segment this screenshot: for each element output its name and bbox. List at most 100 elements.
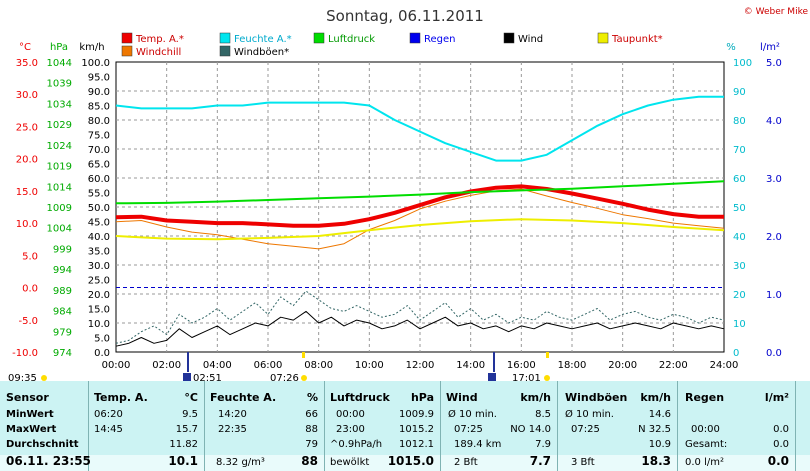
hpa-tick-label: 1014 xyxy=(47,182,72,193)
kmh-tick-label: 30.0 xyxy=(88,261,110,272)
rain-max-value: 0.0 xyxy=(773,424,789,435)
gust-max-time: 07:25 xyxy=(571,424,600,435)
humidity-header: Feuchte A. xyxy=(210,391,277,404)
windb-en-series xyxy=(115,290,725,344)
pressure-current-value: 1015.0 xyxy=(387,454,434,468)
wind-beaufort: 2 Bft xyxy=(454,457,478,468)
temp-a-series xyxy=(115,184,724,228)
pct-tick-label: 40 xyxy=(733,232,746,243)
temp-tick-label: 10.0 xyxy=(16,219,38,230)
rain-header-unit: l/m² xyxy=(764,391,789,404)
wind-avg-value: 7.9 xyxy=(535,439,551,450)
rain-axis-unit: l/m² xyxy=(760,42,780,53)
wind-column: Wind km/h Ø 10 min. 8.5 07:25 NO 14.0 18… xyxy=(440,381,558,471)
rain-tick-label: 0.0 xyxy=(766,348,782,359)
axis-ticks: 35.0 30.0 25.0 20.0 15.0 10.0 5.0 0.0 -5.0 -10.0 1… xyxy=(12,58,782,371)
humidity-max-time: 22:35 xyxy=(218,424,247,435)
pressure-avg-value: 1012.1 xyxy=(399,439,434,450)
x-tick-label: 10:00 xyxy=(355,360,384,371)
gust-max-value: N 32.5 xyxy=(638,424,671,435)
temp-min-value: 9.5 xyxy=(182,409,198,420)
time-marks: 09:35 02:51 07:26 17:01 xyxy=(8,352,550,381)
mark-time-label: 07:26 xyxy=(270,373,299,381)
humidity-min-value: 66 xyxy=(305,409,318,420)
temp-column: Temp. A. °C 06:20 9.5 14:45 15.7 11.82 1… xyxy=(88,381,205,471)
rain-tick-label: 3.0 xyxy=(766,174,782,185)
pressure-trend: ^0.9hPa/h xyxy=(330,439,383,450)
hpa-tick-label: 1044 xyxy=(47,58,72,69)
wind-header-unit: km/h xyxy=(520,391,551,404)
hpa-tick-label: 1034 xyxy=(47,99,72,110)
sunrise-icon xyxy=(183,373,191,381)
kmh-tick-label: 55.0 xyxy=(88,189,110,200)
legend-swatch xyxy=(409,32,421,44)
gust-beaufort: 3 Bft xyxy=(571,457,595,468)
humidity-absolute: 8.32 g/m³ xyxy=(216,457,265,468)
rain-today: 0.0 l/m² xyxy=(685,457,724,468)
pressure-max-value: 1015.2 xyxy=(399,424,434,435)
pct-tick-label: 20 xyxy=(733,290,746,301)
hpa-tick-label: 999 xyxy=(53,244,72,255)
wind-header: Wind xyxy=(446,391,478,404)
wind-series xyxy=(115,310,725,347)
kmh-tick-label: 35.0 xyxy=(88,247,110,258)
gust-avg-value: 10.9 xyxy=(648,439,671,450)
temp-tick-label: 0.0 xyxy=(22,284,38,295)
kmh-tick-label: 10.0 xyxy=(88,319,110,330)
kmh-tick-label: 5.0 xyxy=(94,334,110,345)
wind-max-value: NO 14.0 xyxy=(510,424,551,435)
pct-axis-unit: % xyxy=(726,42,736,53)
rain-tick-label: 2.0 xyxy=(766,232,782,243)
hpa-tick-label: 974 xyxy=(53,348,72,359)
kmh-tick-label: 40.0 xyxy=(88,232,110,243)
rain-tick-label: 5.0 xyxy=(766,58,782,69)
weather-chart: Sonntag, 06.11.2011 © Weber Mike Temp. A… xyxy=(8,7,808,381)
hpa-tick-label: 989 xyxy=(53,286,72,297)
gust-current-value: 18.3 xyxy=(641,454,671,468)
x-tick-label: 12:00 xyxy=(406,360,435,371)
kmh-tick-label: 45.0 xyxy=(88,218,110,229)
rain-column: Regen l/m² 00:00 0.0 Gesamt: 0.0 0.0 l/m… xyxy=(677,381,796,471)
humidity-column: Feuchte A. % 14:20 66 22:35 88 79 8.32 g… xyxy=(204,381,325,471)
row-label-max: MaxWert xyxy=(6,424,57,435)
hpa-tick-label: 1039 xyxy=(47,79,72,90)
windchill-series xyxy=(115,188,725,250)
plot-grid xyxy=(116,62,724,352)
temp-tick-label: 15.0 xyxy=(16,187,38,198)
kmh-tick-label: 0.0 xyxy=(94,348,110,359)
temp-max-time: 14:45 xyxy=(94,424,123,435)
gust-column: Windböen km/h Ø 10 min. 14.6 07:25 N 32.… xyxy=(557,381,678,471)
temp-tick-label: 25.0 xyxy=(16,122,38,133)
pct-tick-label: 70 xyxy=(733,145,746,156)
hpa-tick-label: 1029 xyxy=(47,120,72,131)
temp-avg-value: 11.82 xyxy=(169,439,198,450)
pressure-min-value: 1009.9 xyxy=(399,409,434,420)
humidity-min-time: 14:20 xyxy=(218,409,247,420)
sensor-header: Sensor xyxy=(6,391,49,404)
sunset-marker xyxy=(546,352,549,358)
kmh-tick-label: 70.0 xyxy=(88,145,110,156)
kmh-axis-unit: km/h xyxy=(79,42,104,53)
legend-swatch xyxy=(219,32,231,44)
sun-icon xyxy=(41,375,47,381)
kmh-tick-label: 15.0 xyxy=(88,305,110,316)
temp-tick-label: -5.0 xyxy=(18,316,38,327)
legend-label: Regen xyxy=(424,34,456,45)
pct-tick-label: 80 xyxy=(733,116,746,127)
legend-label: Wind xyxy=(518,34,543,45)
humidity-header-unit: % xyxy=(306,391,318,404)
temp-tick-label: 35.0 xyxy=(16,58,38,69)
rain-max-time: 00:00 xyxy=(691,424,720,435)
x-tick-label: 16:00 xyxy=(507,360,536,371)
x-tick-label: 02:00 xyxy=(152,360,181,371)
x-tick-label: 00:00 xyxy=(102,360,131,371)
kmh-tick-label: 25.0 xyxy=(88,276,110,287)
x-tick-label: 14:00 xyxy=(456,360,485,371)
wind-avg10-label: Ø 10 min. xyxy=(448,409,497,420)
legend-swatch xyxy=(503,32,515,44)
data-series xyxy=(115,95,725,347)
gust-header: Windböen xyxy=(565,391,628,404)
hpa-tick-label: 1024 xyxy=(47,141,72,152)
hpa-tick-label: 984 xyxy=(53,307,72,318)
gust-header-unit: km/h xyxy=(640,391,671,404)
